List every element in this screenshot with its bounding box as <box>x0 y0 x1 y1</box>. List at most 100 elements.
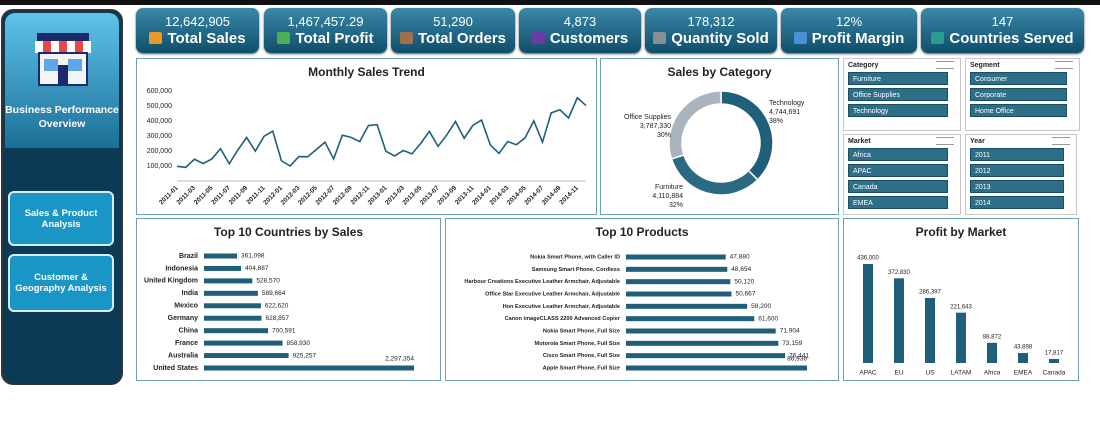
data-label: 4,110,884 <box>652 193 683 200</box>
bar <box>626 254 726 260</box>
y-tick-label: Nokia Smart Phone, Full Size <box>543 328 620 334</box>
data-label: 43,898 <box>1014 345 1033 351</box>
y-tick-label: Harbour Creations Executive Leather Armc… <box>464 279 620 285</box>
bar <box>626 340 779 346</box>
y-tick-label: Samsung Smart Phone, Cordless <box>532 267 620 273</box>
sidebar: Business Performance Overview Sales & Pr… <box>1 9 123 385</box>
data-label: 925,257 <box>293 352 317 359</box>
chart: Profit by Market 436,000 APAC 372,830 EU 286,… <box>857 225 1066 377</box>
kpi-label-row: Profit Margin <box>781 30 917 47</box>
bar <box>204 315 262 321</box>
y-tick-label: Indonesia <box>165 265 198 272</box>
kpi-label: Quantity Sold <box>671 30 769 47</box>
kpi-icon <box>149 32 163 44</box>
kpi-value: 4,873 <box>563 14 597 29</box>
data-label: 30% <box>657 132 671 139</box>
chart: Top 10 Products Nokia Smart Phone, with C… <box>464 225 809 371</box>
bar <box>626 279 731 285</box>
slicer-item[interactable]: Home Office <box>970 104 1067 117</box>
slicer-title: Market <box>848 138 871 145</box>
data-label: 50,667 <box>735 291 755 298</box>
bar <box>1049 358 1059 363</box>
slicer-icon <box>936 137 954 145</box>
data-label: 38% <box>769 118 783 125</box>
kpi-icon <box>399 32 413 44</box>
slicer-item[interactable]: 2014 <box>970 196 1064 209</box>
chart-title: Profit by Market <box>916 225 1007 239</box>
y-tick-label: Hon Executive Leather Armchair, Adjustab… <box>503 304 620 310</box>
data-label: 286,397 <box>919 290 941 296</box>
x-tick-label: US <box>925 370 935 377</box>
x-tick-label: Africa <box>984 370 1001 377</box>
bar <box>894 278 904 363</box>
slicer-item[interactable]: Office Supplies <box>848 88 948 101</box>
y-tick-label: 100,000 <box>147 163 172 170</box>
slicer-item[interactable]: Africa <box>848 148 948 161</box>
slicer-item[interactable]: APAC <box>848 164 948 177</box>
donut-slice <box>720 90 774 181</box>
kpi-value: 1,467,457.29 <box>287 14 364 29</box>
countries-panel: Top 10 Countries by Sales Brazil 361,098 In… <box>136 218 441 381</box>
data-label: Office Supplies <box>624 114 671 121</box>
chart-title: Top 10 Products <box>595 225 688 239</box>
chart: Top 10 Countries by Sales Brazil 361,098 In… <box>144 225 414 372</box>
y-tick-label: Apple Smart Phone, Full Size <box>543 365 620 371</box>
y-tick-label: United States <box>153 365 198 372</box>
kpi-label: Total Sales <box>167 30 246 47</box>
data-label: 48,654 <box>731 266 751 273</box>
x-tick-label: Canada <box>1043 370 1066 377</box>
data-label: 88,872 <box>983 334 1002 340</box>
slicer-icon <box>936 61 954 69</box>
slicer-item[interactable]: 2013 <box>970 180 1064 193</box>
slicer-item[interactable]: Consumer <box>970 72 1067 85</box>
slicer-item[interactable]: EMEA <box>848 196 948 209</box>
kpi-label-row: Total Orders <box>391 30 515 47</box>
bar <box>626 303 748 309</box>
slicer-item[interactable]: Canada <box>848 180 948 193</box>
slicer-item[interactable]: 2012 <box>970 164 1064 177</box>
data-label: 700,591 <box>272 327 296 334</box>
bar <box>204 340 283 346</box>
bar <box>626 365 807 371</box>
kpi-value: 12,642,905 <box>164 14 231 29</box>
data-label: 622,620 <box>265 302 289 309</box>
slicer-item[interactable]: Technology <box>848 104 948 117</box>
nav-button[interactable]: Customer & Geography Analysis <box>8 254 114 312</box>
kpi-card: 51,290 Total Orders <box>391 8 515 53</box>
data-label: 589,664 <box>262 290 286 297</box>
y-tick-label: France <box>175 340 198 347</box>
kpi-label-row: Customers <box>519 30 641 47</box>
slicer-item[interactable]: Corporate <box>970 88 1067 101</box>
donut-slice <box>670 154 759 196</box>
bar <box>204 328 269 334</box>
y-tick-label: Brazil <box>179 253 198 260</box>
data-label: 361,098 <box>241 253 265 260</box>
slicer: Category Furniture Office Supplies Technolo… <box>843 58 961 131</box>
line-panel: Monthly Sales Trend 100,000 200,000 300,000… <box>136 58 597 215</box>
kpi-card: 147 Countries Served <box>921 8 1084 53</box>
bar <box>626 266 728 272</box>
slicer-item[interactable]: Furniture <box>848 72 948 85</box>
kpi-label: Profit Margin <box>811 30 905 47</box>
kpi-value: 51,290 <box>433 14 473 29</box>
bar <box>626 291 732 297</box>
kpi-label-row: Countries Served <box>921 30 1084 47</box>
y-tick-label: Germany <box>168 315 198 322</box>
chart: Monthly Sales Trend 100,000 200,000 300,000… <box>147 65 587 207</box>
chart: Sales by Category Technology 4,744,691 38% F… <box>624 65 805 209</box>
nav-button[interactable]: Sales & Product Analysis <box>8 191 114 246</box>
kpi-value: 178,312 <box>687 14 735 29</box>
slicer-item[interactable]: 2011 <box>970 148 1064 161</box>
data-label: 2,297,354 <box>385 356 414 363</box>
y-tick-label: 200,000 <box>147 148 172 155</box>
data-label: 71,904 <box>780 328 800 335</box>
slicer-title: Segment <box>970 62 1000 69</box>
data-label: 61,600 <box>758 315 778 322</box>
data-label: 76,441 <box>789 352 809 359</box>
bar <box>626 316 755 322</box>
chart-title: Sales by Category <box>667 65 771 79</box>
kpi-label: Countries Served <box>949 30 1074 47</box>
data-label: 47,880 <box>730 254 750 261</box>
kpi-label: Total Orders <box>417 30 507 47</box>
bar <box>925 297 935 363</box>
